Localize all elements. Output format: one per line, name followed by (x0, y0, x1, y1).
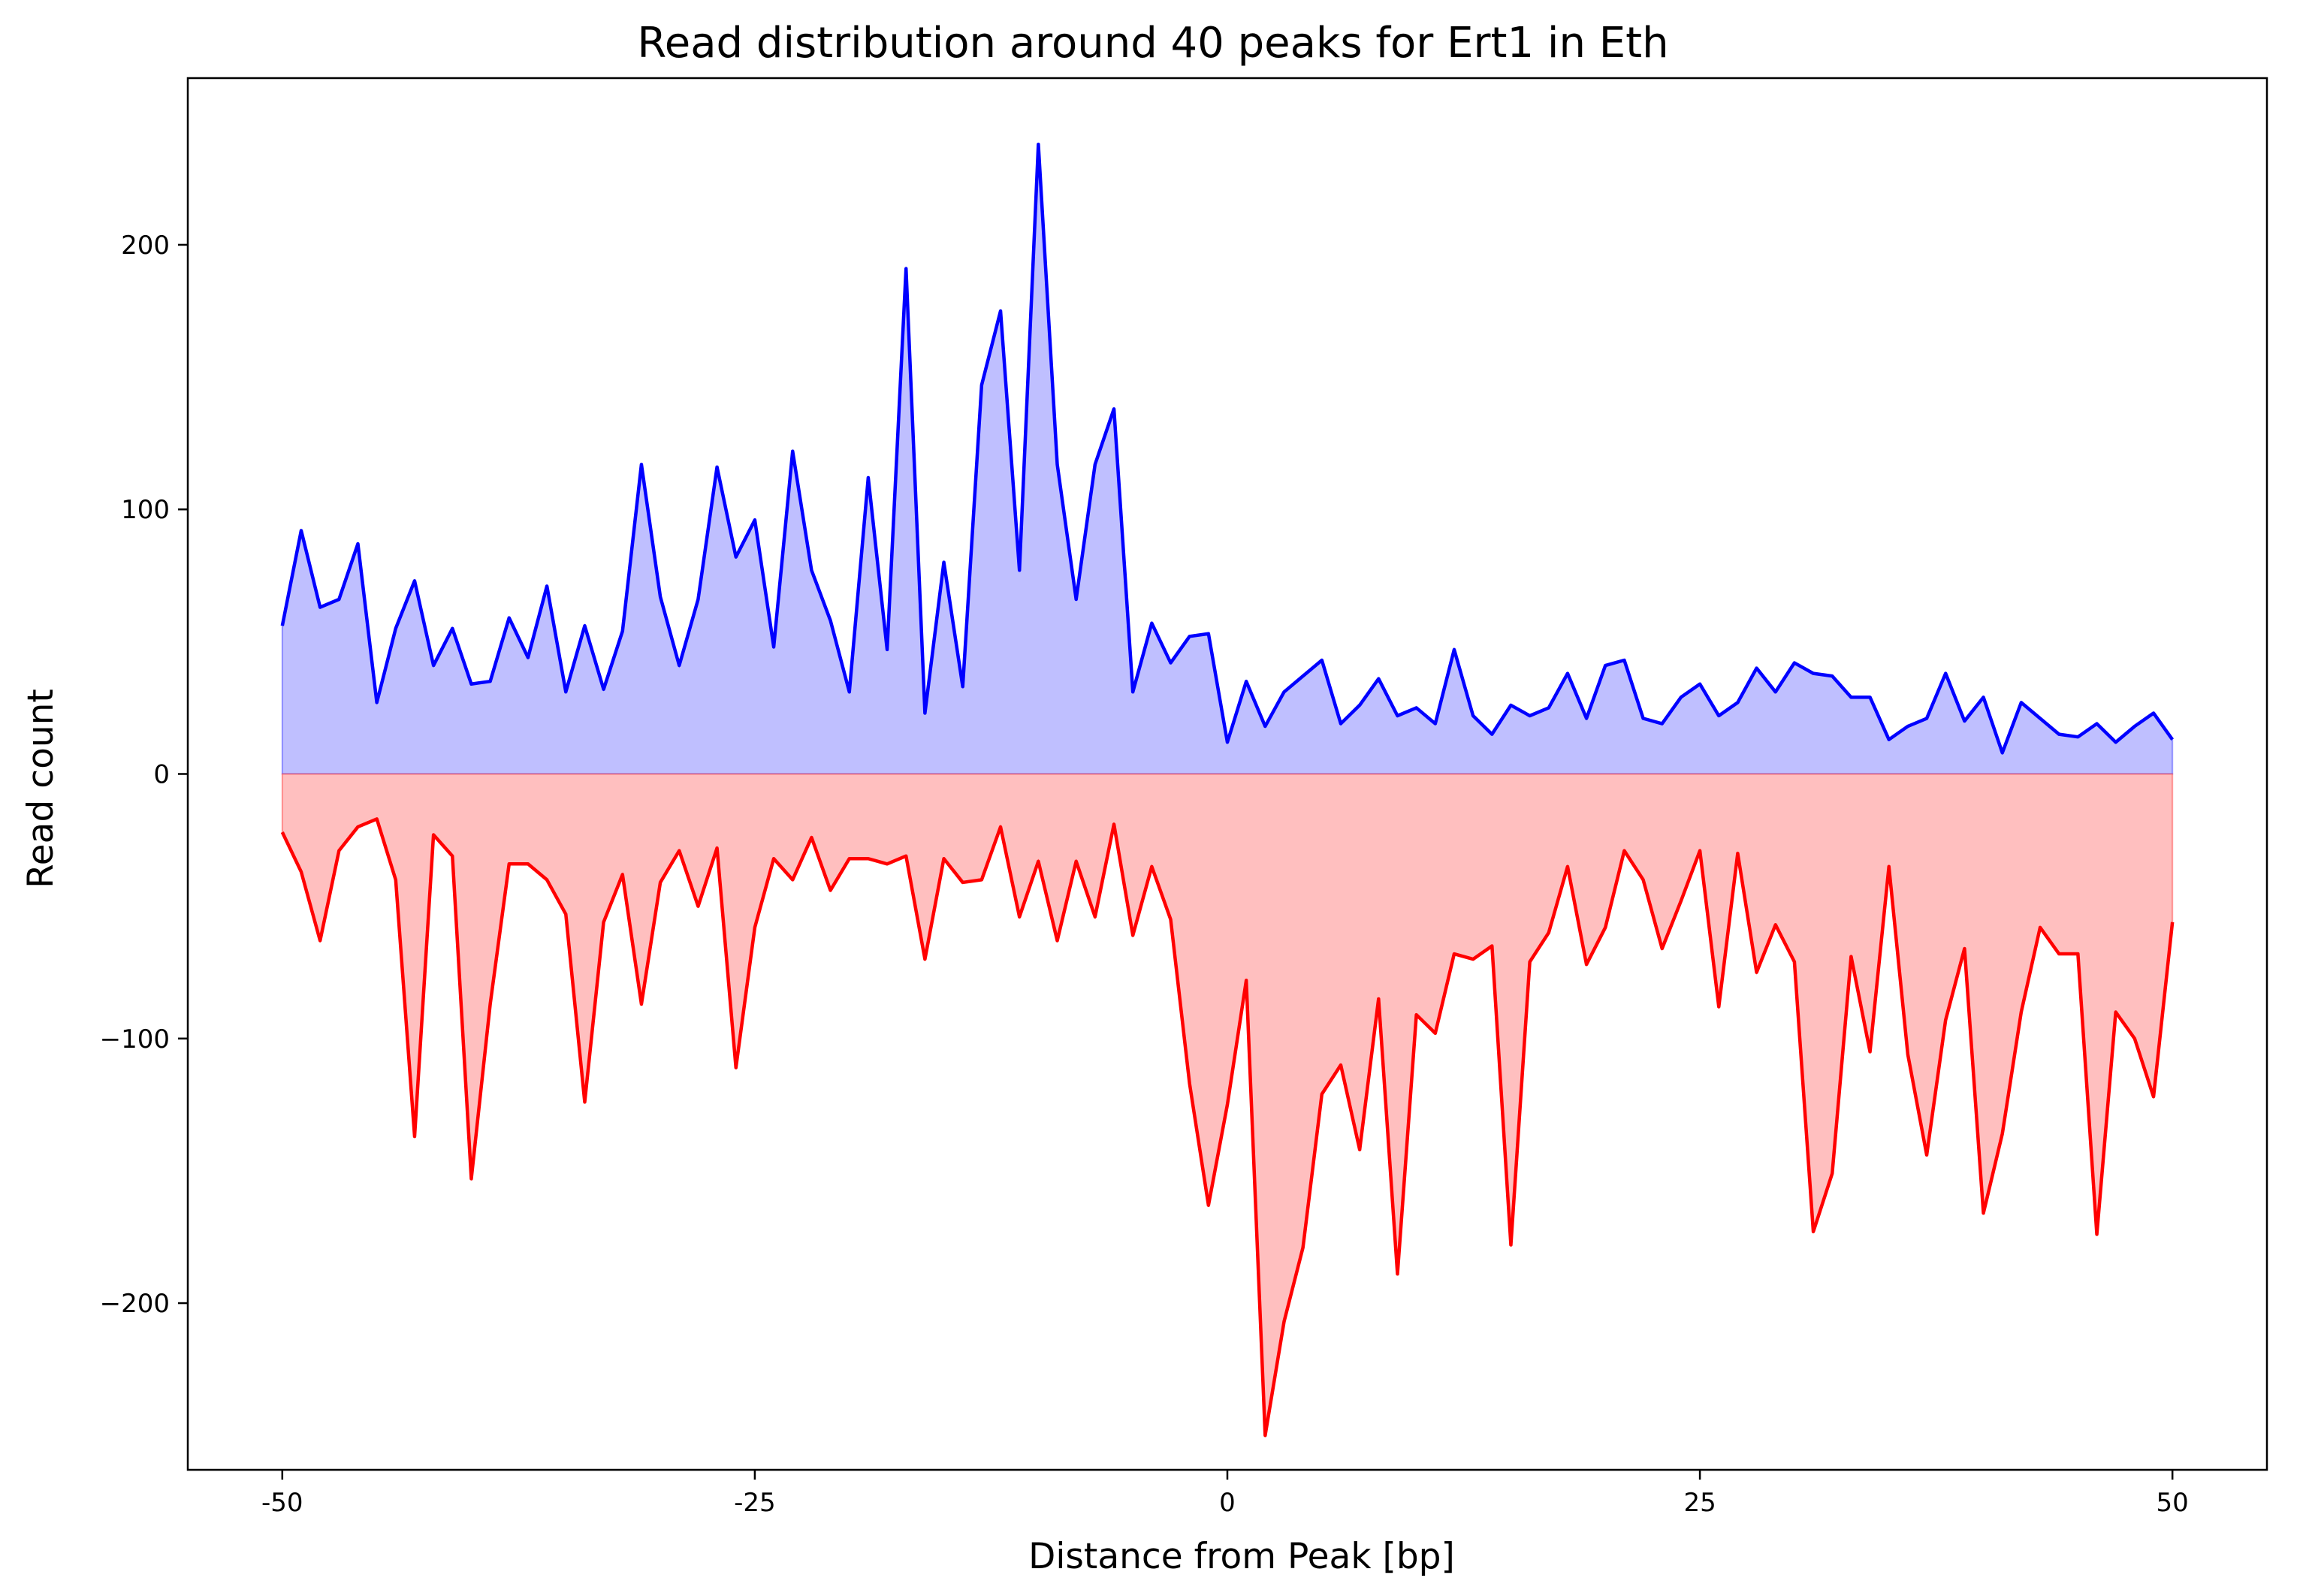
y-axis: 200 100 0 −100 −200 (100, 231, 188, 1319)
series-fills (281, 144, 2174, 1436)
y-axis-label: Read count (20, 689, 62, 889)
series-1-area (281, 144, 2174, 775)
series-lines (280, 142, 2175, 1438)
x-axis-label: Distance from Peak [bp] (1028, 1536, 1455, 1577)
y-tick-label: 0 (153, 760, 170, 790)
series-1-line (280, 142, 2175, 755)
x-tick-label: 0 (1219, 1488, 1236, 1518)
x-tick-label: -50 (261, 1488, 303, 1518)
y-tick-label: 100 (121, 495, 170, 525)
x-tick-label: 50 (2157, 1488, 2189, 1518)
y-tick-label: −200 (100, 1289, 170, 1319)
y-tick-label: −100 (100, 1024, 170, 1054)
x-axis: -50 -25 0 25 50 (261, 1470, 2189, 1518)
series-2-line (280, 817, 2175, 1438)
x-tick-label: -25 (734, 1488, 776, 1518)
chart-title: Read distribution around 40 peaks for Er… (637, 19, 1668, 68)
x-tick-label: 25 (1683, 1488, 1716, 1518)
y-tick-label: 200 (121, 231, 170, 261)
